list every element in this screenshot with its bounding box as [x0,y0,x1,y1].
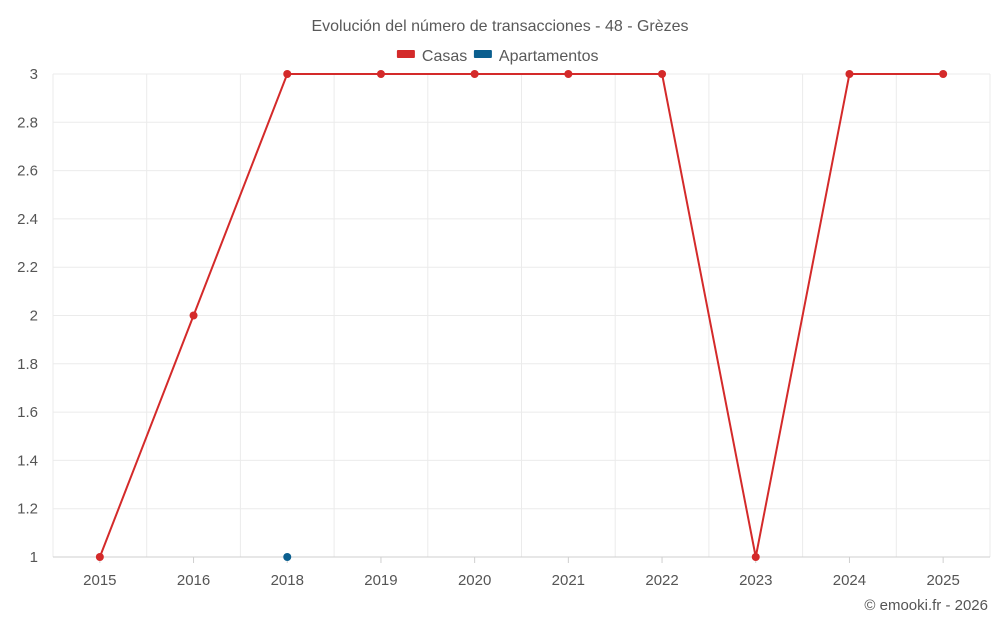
x-tick-label: 2018 [271,572,304,589]
legend-label: Casas [422,48,467,65]
y-tick-label: 1.2 [17,501,38,518]
data-point[interactable] [845,70,854,78]
legend-swatch [396,50,415,58]
x-tick-label: 2015 [83,572,116,589]
data-point[interactable] [189,311,198,320]
data-point[interactable] [751,553,760,561]
data-point[interactable] [564,70,573,78]
chart-title: Evolución del número de transacciones - … [311,18,688,35]
x-tick-label: 2020 [458,572,491,589]
data-point[interactable] [658,70,667,78]
axes: 1 1.2 1.4 1.6 1.8 2 2.2 2.4 2.6 2.8 3 2015 2016 2018 2… [17,66,990,589]
legend: Casas Apartamentos [396,48,599,65]
y-tick-label: 2.6 [17,163,38,180]
y-tick-label: 1.8 [17,356,38,373]
x-tick-label: 2021 [552,572,585,589]
x-tick-label: 2022 [645,572,678,589]
x-tick-label: 2019 [364,572,397,589]
x-tick-label: 2025 [926,572,959,589]
legend-label: Apartamentos [499,48,599,65]
y-tick-label: 2.2 [17,259,38,276]
x-tick-label: 2024 [833,572,866,589]
y-tick-label: 2.4 [17,211,38,228]
data-point[interactable] [376,70,385,78]
x-tick-label: 2016 [177,572,210,589]
x-tick-label: 2023 [739,572,772,589]
data-point[interactable] [283,553,292,561]
y-tick-label: 1 [30,549,38,566]
y-tick-label: 2.8 [17,114,38,131]
y-tick-label: 3 [30,66,38,83]
series-apartamentos [283,553,292,561]
y-tick-label: 2 [30,308,38,325]
series-line [98,73,944,558]
series-casas [95,70,948,561]
data-point[interactable] [283,70,292,78]
data-point[interactable] [939,70,948,78]
legend-swatch [473,50,492,58]
credit-text: © emooki.fr - 2026 [864,597,988,614]
series-layer [95,70,948,561]
legend-item[interactable]: Casas [396,48,467,65]
data-point[interactable] [95,553,104,561]
y-tick-label: 1.6 [17,404,38,421]
y-tick-label: 1.4 [17,452,38,469]
data-point[interactable] [470,70,479,78]
legend-item[interactable]: Apartamentos [473,48,599,65]
